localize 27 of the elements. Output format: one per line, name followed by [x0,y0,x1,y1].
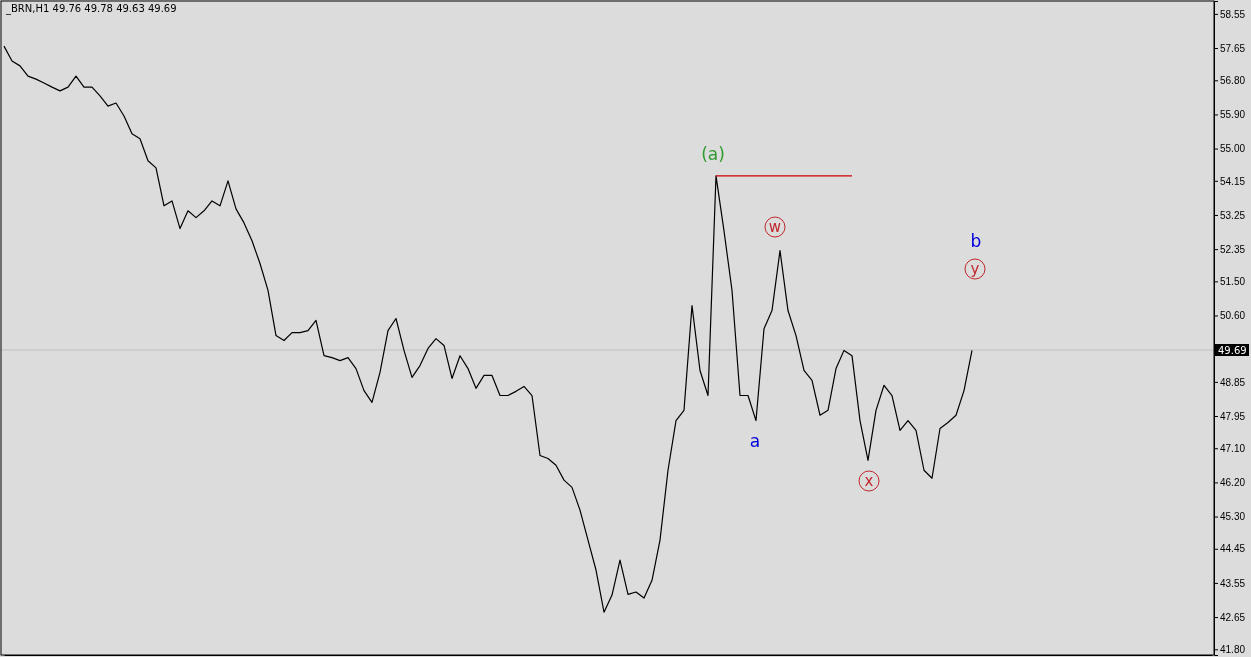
y-tick-label: 50.60 [1220,310,1246,322]
y-tick-label: 55.90 [1220,109,1246,121]
y-tick-label: 57.65 [1220,42,1246,54]
annotation: y [970,260,980,279]
y-tick-label: 51.50 [1220,276,1246,288]
annotation: b [970,230,982,251]
y-tick-label: 55.00 [1220,143,1246,155]
y-tick-label: 58.55 [1220,8,1246,20]
y-tick-label: 54.15 [1220,175,1246,187]
chart-title: _BRN,H1 49.76 49.78 49.63 49.69 [5,3,177,15]
y-tick-label: 41.80 [1220,644,1246,656]
annotation: x [864,472,874,491]
y-tick-label: 52.35 [1220,243,1246,255]
annotation: (a) [701,143,725,164]
y-tick-label: 43.55 [1220,577,1246,589]
y-tick-label: 47.10 [1220,442,1246,454]
annotation: a [749,430,761,451]
y-tick-label: 46.20 [1220,477,1246,489]
y-tick-label: 56.80 [1220,74,1246,86]
y-tick-label: 48.85 [1220,376,1246,388]
y-tick-label: 53.25 [1220,209,1246,221]
y-tick-label: 44.45 [1220,543,1246,555]
ref-line-label: 49.69 [1218,344,1247,356]
y-tick-label: 45.30 [1220,511,1246,523]
y-tick-label: 47.95 [1220,410,1246,422]
y-tick-label: 42.65 [1220,611,1246,623]
line-series [3,45,973,613]
